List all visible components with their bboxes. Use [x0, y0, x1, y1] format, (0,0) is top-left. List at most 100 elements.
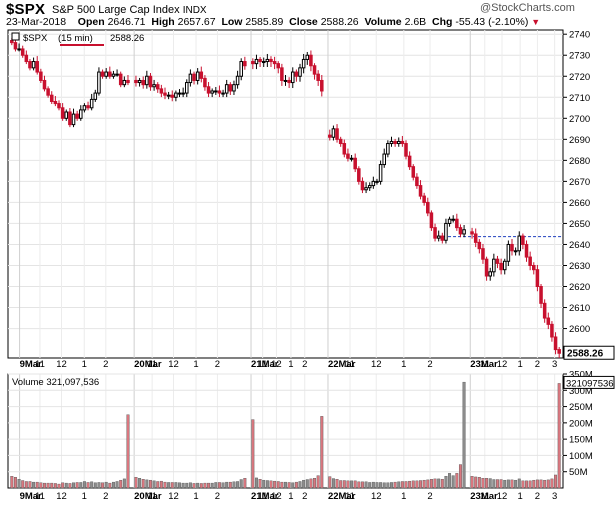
candle-body — [93, 92, 98, 100]
index-type: INDX — [182, 5, 207, 16]
volume-bar — [228, 481, 232, 489]
candle-body — [60, 107, 65, 119]
x-tick-label: 1 — [288, 359, 293, 370]
candle-body — [415, 176, 419, 187]
x-tick-label: 20Mar — [134, 491, 162, 502]
volume-bar — [207, 482, 211, 489]
volume-bar — [357, 481, 361, 489]
volume-bar — [554, 474, 558, 489]
volume-bar — [174, 482, 178, 489]
volume-bar — [61, 482, 65, 489]
candle-body — [557, 349, 561, 354]
x-tick-label: 12 — [56, 359, 67, 370]
x-tick-label: 1 — [518, 491, 523, 502]
volume-bar — [550, 478, 554, 489]
candle-body — [141, 79, 145, 86]
candle-body — [148, 75, 153, 88]
quote-line: 23-Mar-2018 Open 2646.71 High 2657.67 Lo… — [6, 16, 540, 28]
volume-bar — [298, 481, 302, 489]
volume-tick-label: 100M — [569, 451, 593, 462]
x-tick-label: 2 — [215, 359, 220, 370]
volume-bar — [152, 480, 156, 489]
x-tick-label: 11 — [345, 359, 355, 370]
candle-body — [82, 105, 87, 111]
price-tick-label: 2650 — [569, 219, 590, 230]
candle-body — [46, 88, 50, 96]
x-tick-label: 3 — [552, 491, 557, 502]
volume-bar — [126, 414, 130, 489]
candle-body — [235, 75, 240, 86]
candle-body — [184, 82, 189, 94]
x-tick-label: 2 — [427, 359, 432, 370]
x-tick-label: 3 — [552, 359, 557, 370]
volume-legend: Volume 321,097,536 — [12, 377, 99, 388]
volume-bar — [108, 482, 112, 489]
x-tick-label: 11 — [345, 491, 355, 502]
candle-body — [224, 84, 229, 94]
volume-bar — [93, 482, 97, 489]
candle-body — [20, 48, 25, 56]
x-tick-label: 1 — [401, 491, 406, 502]
volume-bar — [485, 478, 489, 489]
x-tick-label: 21Mar — [251, 359, 279, 370]
candle-body — [203, 77, 207, 88]
candle-body — [513, 250, 518, 253]
candle-body — [477, 241, 482, 250]
candle-body — [301, 58, 306, 69]
volume-bar — [422, 479, 426, 489]
volume-bar — [243, 478, 247, 489]
volume-bar — [104, 481, 108, 489]
volume-bar — [496, 479, 499, 489]
candle-body — [174, 92, 178, 98]
candle-body — [418, 185, 423, 197]
candle-body — [86, 105, 90, 109]
volume-bar — [353, 480, 357, 489]
x-tick-label: 1 — [193, 359, 198, 370]
volume-bar — [342, 480, 346, 489]
candle-body — [49, 94, 54, 102]
close-value: 2588.26 — [320, 16, 359, 28]
volume-bar — [415, 480, 419, 489]
x-tick-label: 22Mar — [328, 359, 356, 370]
x-tick-label: 1 — [82, 491, 87, 502]
index-full-name: S&P 500 Large Cap Index — [52, 4, 180, 16]
volume-bar — [287, 482, 291, 489]
volume-bar — [309, 478, 313, 489]
volume-bar — [517, 478, 521, 489]
candle-body — [79, 109, 83, 119]
volume-bar — [458, 464, 462, 489]
candle-body — [111, 73, 116, 77]
candle-body — [386, 143, 390, 155]
x-tick-label: 11 — [35, 491, 45, 502]
x-tick-label: 22Mar — [328, 491, 356, 502]
candle-body — [400, 140, 405, 145]
candle-body — [97, 71, 101, 94]
volume-bar — [474, 476, 478, 489]
candle-body — [455, 218, 459, 229]
candle-body — [492, 258, 496, 273]
candle-body — [89, 98, 94, 109]
volume-bar — [390, 482, 393, 489]
volume-bar — [210, 482, 214, 489]
candle-body — [177, 92, 182, 95]
volume-bar — [291, 482, 295, 489]
ticker-symbol: $SPX — [6, 1, 46, 18]
candle-body — [188, 73, 193, 84]
candle-body — [524, 243, 529, 258]
candle-body — [488, 271, 492, 277]
legend-last-value: 2588.26 — [110, 33, 144, 44]
candle-body — [10, 40, 14, 44]
candle-body — [316, 73, 320, 81]
volume-bar — [32, 481, 36, 489]
price-tick-label: 2610 — [569, 303, 590, 314]
chg-label: Chg — [432, 16, 453, 28]
candle-body — [261, 61, 266, 64]
price-candles — [10, 37, 561, 358]
legend-symbol: $SPX — [23, 33, 48, 44]
candle-body — [542, 302, 547, 319]
volume-bar — [525, 480, 528, 489]
price-tick-label: 2700 — [569, 114, 590, 125]
candle-body — [57, 103, 61, 109]
candle-body — [539, 286, 543, 304]
candle-body — [422, 195, 426, 203]
